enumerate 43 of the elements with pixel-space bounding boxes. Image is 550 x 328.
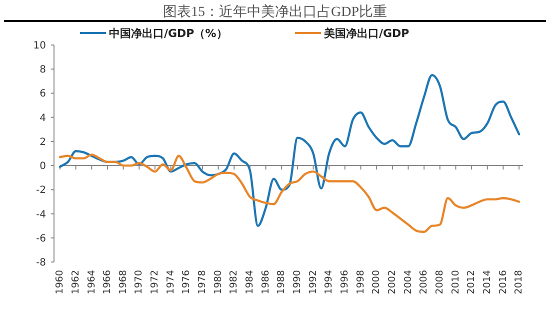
x-tick-label: 2008: [434, 270, 446, 294]
x-tick-label: 1994: [324, 270, 335, 294]
x-tick-label: 2000: [371, 270, 382, 294]
x-tick-label: 1998: [355, 270, 366, 294]
y-tick-label: 10: [33, 40, 46, 52]
x-tick-label: 1978: [197, 270, 208, 294]
chart-title: 图表15：近年中美净出口占GDP比重: [162, 4, 388, 20]
x-tick-label: 1962: [70, 270, 82, 294]
x-tick-label: 2012: [466, 270, 478, 294]
legend-label: 中国净出口/GDP（%）: [109, 27, 228, 40]
x-tick-label: 1968: [118, 270, 129, 294]
x-tick-label: 1972: [150, 270, 161, 294]
x-tick-label: 1974: [165, 270, 176, 294]
y-tick-label: 8: [40, 64, 46, 76]
y-tick-label: 2: [40, 136, 46, 148]
y-tick-label: -2: [36, 185, 46, 196]
x-tick-label: 2018: [514, 270, 525, 294]
x-tick-label: 2002: [387, 270, 398, 294]
x-tick-label: 1990: [292, 270, 304, 294]
x-tick-label: 1964: [86, 270, 98, 294]
x-tick-label: 1976: [181, 270, 192, 294]
x-tick-label: 2006: [418, 270, 430, 294]
x-tick-label: 1984: [244, 270, 256, 294]
x-tick-label: 1988: [276, 270, 288, 294]
x-tick-label: 2016: [498, 270, 509, 294]
x-tick-label: 1960: [54, 270, 66, 294]
x-tick-label: 2010: [450, 270, 462, 294]
x-tick-label: 1970: [134, 270, 145, 294]
x-tick-label: 1982: [228, 270, 240, 294]
y-tick-label: 4: [40, 112, 46, 124]
x-tick-label: 1980: [212, 270, 224, 294]
y-tick-label: -8: [36, 258, 46, 268]
x-tick-label: 1966: [102, 270, 114, 294]
y-tick-label: -6: [36, 233, 46, 244]
y-tick-label: 6: [40, 88, 46, 100]
legend-label: 美国净出口/GDP: [323, 27, 410, 40]
y-tick-label: -4: [36, 209, 46, 220]
x-tick-label: 1992: [308, 270, 319, 294]
y-tick-label: 0: [40, 161, 46, 172]
x-tick-label: 1996: [340, 270, 351, 294]
x-tick-label: 2014: [482, 270, 493, 294]
x-tick-label: 1986: [260, 270, 272, 294]
x-tick-label: 2004: [402, 270, 414, 294]
